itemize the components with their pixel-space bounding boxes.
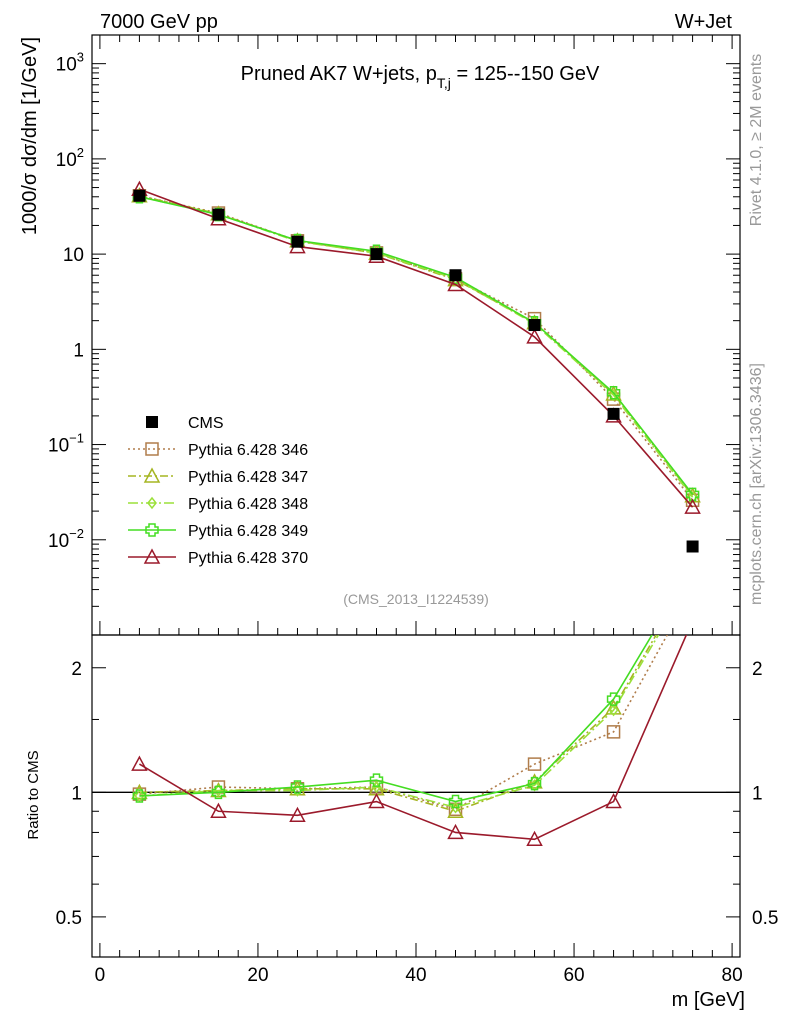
legend-marker-0 [145,442,159,456]
series-1-ratio-line [139,635,657,813]
plot-title-main: Pruned AK7 W+jets, p [241,63,437,85]
main-series-group [131,180,701,553]
ratio-tick-label-left: 2 [71,659,82,680]
series-0-ratio-point [527,757,542,771]
series-4-line [139,188,694,508]
series-3-ratio-point [290,780,305,794]
series-3-ratio-point [606,692,621,706]
series-3-ratio-point [687,561,699,573]
series-0-line [139,194,694,501]
y-tick-label: 103 [56,50,84,76]
cms-data-point [686,540,699,553]
mcplots-reference-label: mcplots.cern.ch [arXiv:1306.3436] [748,363,765,605]
legend-label-1: Pythia 6.428 347 [188,469,308,486]
series-4-ratio-line [139,635,688,841]
ratio-tick-label-right: 2 [752,659,763,680]
x-tick-label: 20 [247,965,268,986]
plot-title: Pruned AK7 W+jets, pT,j = 125--150 GeV [241,63,600,91]
cms-data-point [133,189,146,202]
series-0-ratio-point [687,583,699,595]
x-tick-label: 80 [722,965,743,986]
ratio-series-group [131,561,700,847]
series-1-ratio-point [447,802,464,819]
legend: CMS Pythia 6.428 346 Pythia 6.428 347 Pythi… [128,415,308,567]
series-4-ratio-point [686,614,700,627]
series-2-point [608,388,619,402]
legend-label-4: Pythia 6.428 370 [188,550,308,567]
series-layer [131,180,701,847]
series-2-ratio-point [608,703,619,717]
series-1-ratio-point [686,565,700,578]
legend-marker-3 [145,523,159,537]
cms-data-point [528,319,541,332]
series-4-ratio-point [368,792,385,809]
header-energy-label: 7000 GeV pp [100,11,218,33]
cms-data-point [607,407,620,420]
header-process-label: W+Jet [675,11,733,33]
series-3-point [606,385,621,400]
series-4-ratio-point [289,806,306,823]
y-tick-label: 10 [63,245,84,266]
plot-title-tail: = 125--150 GeV [451,63,600,85]
series-4-point [447,275,464,292]
series-3-ratio-point [132,789,147,803]
legend-marker-2 [147,496,157,510]
series-3-ratio-point [448,794,463,809]
ratio-tick-label-right: 0.5 [752,908,778,929]
cms-data-point [370,248,383,261]
series-3-line [139,195,694,495]
cms-data-point [291,235,304,248]
series-1-ratio-point [526,773,543,789]
ratio-y-axis-label: Ratio to CMS [25,750,42,839]
y-tick-label: 102 [56,145,84,171]
y-tick-label: 1 [73,340,84,361]
series-0-ratio-line [139,635,669,811]
series-2-point [687,490,698,504]
rivet-version-label: Rivet 4.1.0, ≥ 2M events [748,54,765,226]
series-4-point [526,328,543,344]
series-3-ratio-point [527,776,542,791]
ratio-tick-label-left: 0.5 [56,908,82,929]
y-axis-label: 1000/σ dσ/dm [1/GeV] [19,37,41,235]
series-4-ratio-point [210,802,227,819]
x-axis-label: m [GeV] [672,989,745,1011]
y-tick-label: 10−1 [48,431,84,457]
series-3-ratio-line [139,635,653,803]
series-2-ratio-point [134,789,145,803]
series-3-point [685,487,700,502]
series-0-ratio-point [606,725,621,739]
series-3-ratio-point [369,773,384,787]
series-1-ratio-point [605,699,622,715]
series-4-ratio-point [447,823,464,840]
series-4-ratio-point [526,830,543,847]
legend-cms-marker [146,416,158,428]
ratio-plot-frame [91,634,741,958]
x-tick-label: 0 [95,965,106,986]
series-4-ratio-point [605,792,622,809]
legend-cms-label: CMS [188,415,224,432]
cms-data-point [212,208,225,221]
cms-data-point [449,269,462,282]
legend-marker-1 [143,467,161,483]
plot-title-subscript: T,j [437,75,451,91]
series-2-ratio-line [139,635,660,809]
series-4-ratio-point [131,755,148,771]
analysis-id-label: (CMS_2013_I1224539) [343,591,489,607]
x-tick-label: 60 [563,965,584,986]
y-tick-label: 10−2 [48,526,84,552]
ratio-tick-label-right: 1 [752,783,763,804]
ratio-tick-label-left: 1 [71,783,82,804]
series-2-ratio-point [292,784,303,797]
legend-marker-4 [143,548,161,564]
legend-label-3: Pythia 6.428 349 [188,523,308,540]
legend-label-0: Pythia 6.428 346 [188,442,308,459]
series-3-ratio-point [211,785,226,800]
series-2-ratio-point [689,573,697,583]
x-tick-label: 40 [405,965,426,986]
legend-label-2: Pythia 6.428 348 [188,496,308,513]
main-plot-frame [91,34,741,636]
series-4-point [684,498,701,514]
